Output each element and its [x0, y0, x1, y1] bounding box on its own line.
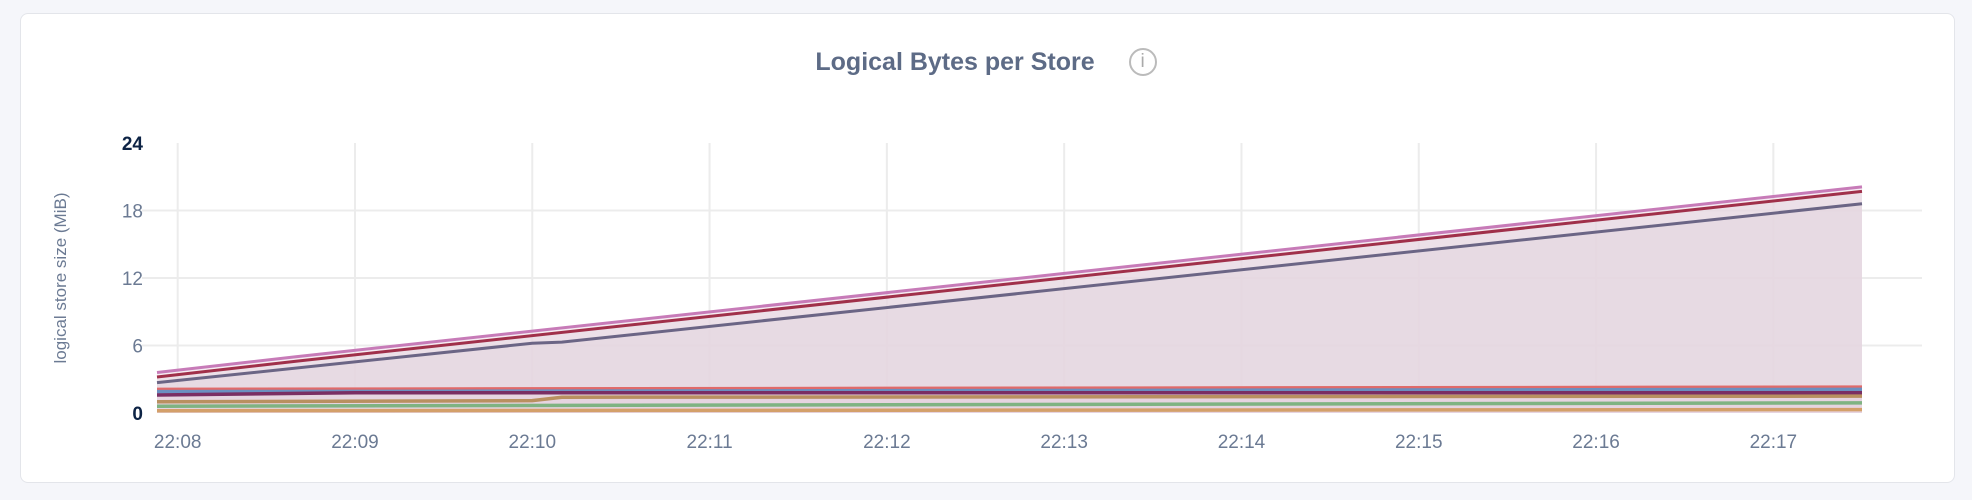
x-tick-label: 22:09 — [331, 432, 379, 453]
series-line — [156, 385, 1863, 392]
y-tick-label: 12 — [122, 269, 143, 290]
x-tick-label: 22:12 — [863, 432, 911, 453]
chart-title-row: Logical Bytes per Store i — [0, 47, 1972, 77]
x-tick-label: 22:08 — [154, 432, 202, 453]
y-tick-label: 18 — [122, 202, 143, 223]
chart-title: Logical Bytes per Store — [815, 47, 1095, 76]
series-line — [156, 185, 1863, 374]
x-tick-label: 22:16 — [1572, 432, 1620, 453]
x-tick-label: 22:15 — [1395, 432, 1443, 453]
series-line — [156, 401, 1863, 408]
x-tick-label: 22:14 — [1218, 432, 1266, 453]
series-line — [156, 394, 1863, 404]
y-tick-label: 0 — [132, 404, 143, 425]
series-line — [156, 407, 1863, 413]
series-area — [157, 203, 1862, 413]
info-circle-icon[interactable]: i — [1128, 48, 1157, 77]
x-tick-label: 22:13 — [1040, 432, 1088, 453]
y-tick-label: 6 — [132, 337, 143, 358]
series-line — [156, 202, 1863, 385]
series-line — [156, 391, 1862, 397]
x-tick-label: 22:10 — [509, 432, 557, 453]
x-tick-label: 22:11 — [687, 432, 733, 453]
y-axis-label: logical store size (MiB) — [51, 193, 70, 364]
x-tick-label: 22:17 — [1750, 432, 1798, 453]
series-line — [156, 189, 1863, 379]
y-tick-label: 24 — [122, 134, 144, 155]
